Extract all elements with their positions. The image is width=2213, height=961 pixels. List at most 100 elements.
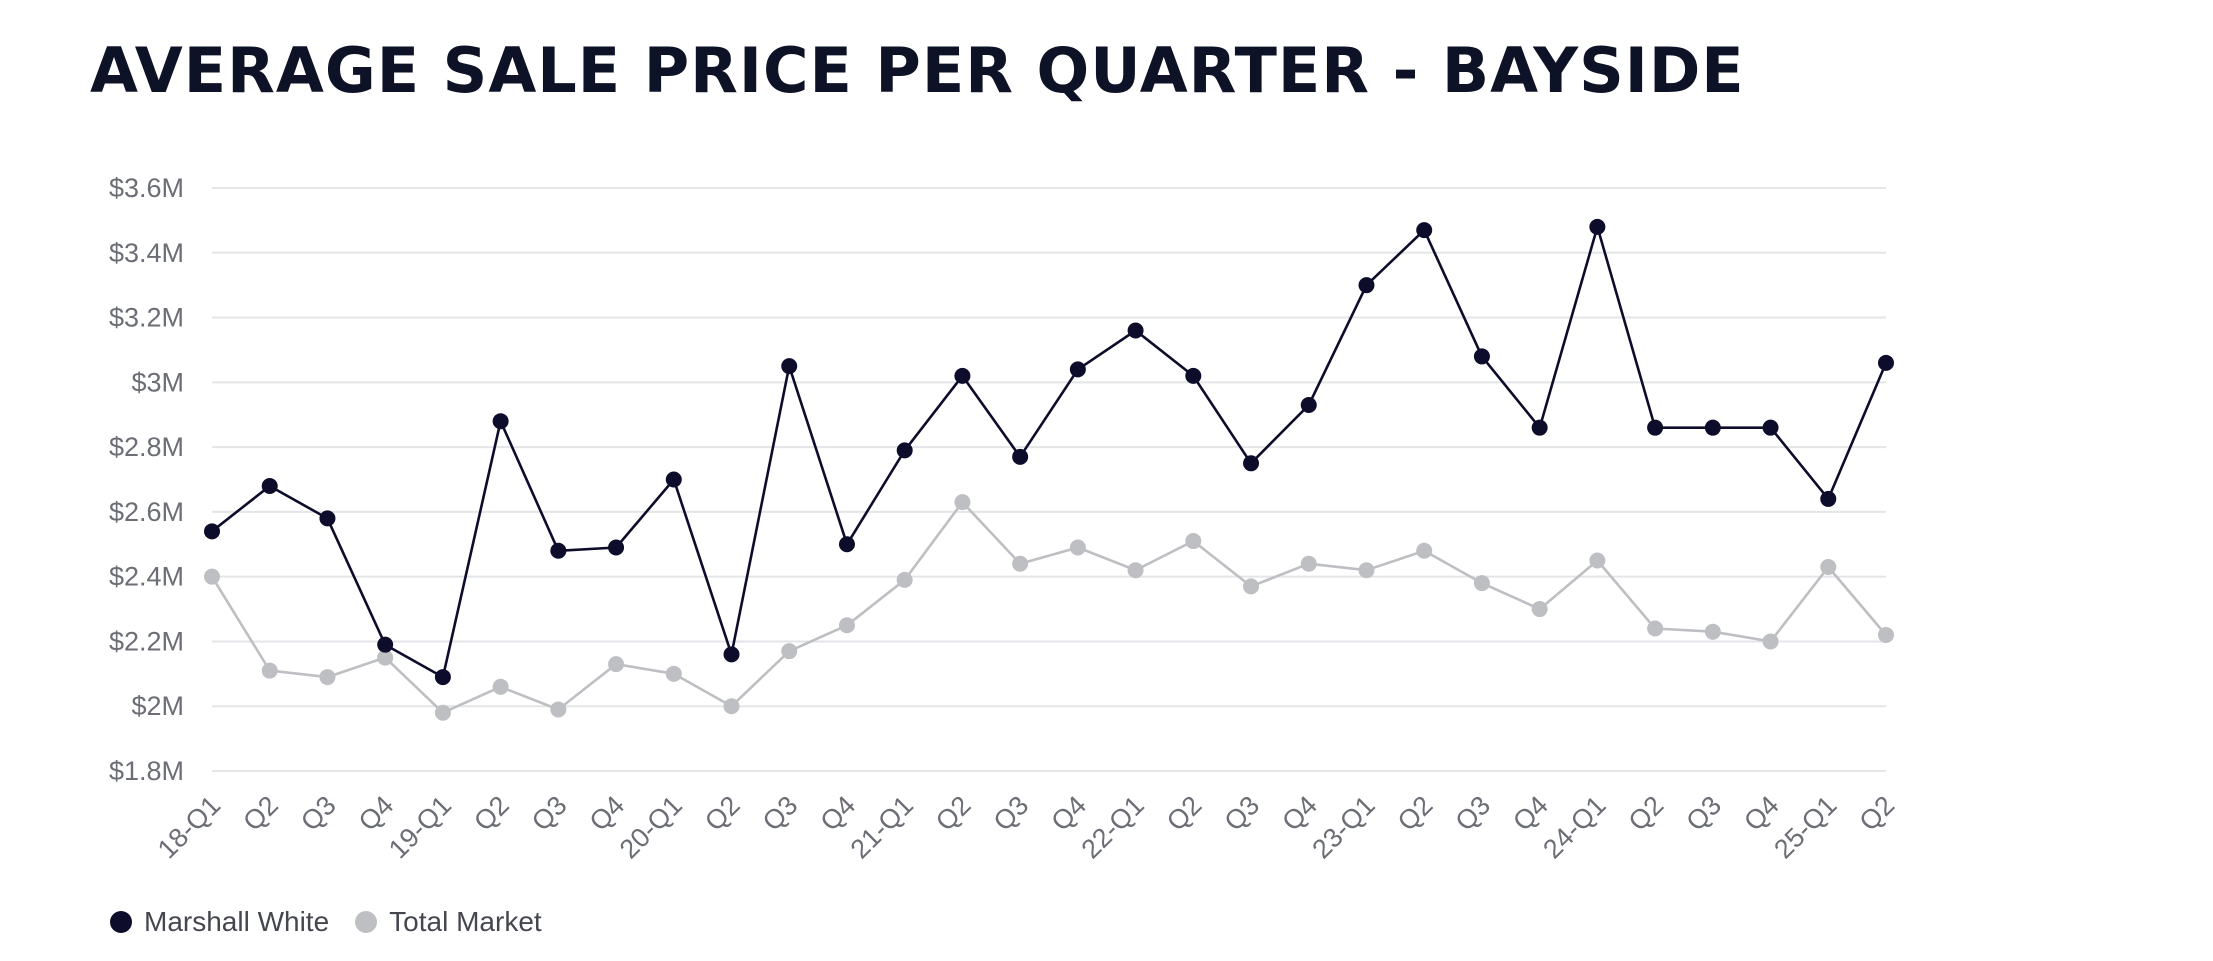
x-tick-label: Q2	[1623, 790, 1670, 837]
data-point	[781, 643, 798, 660]
series-line	[211, 225, 1888, 679]
x-tick-label: Q2	[468, 790, 515, 837]
data-point	[1762, 419, 1779, 436]
data-point	[550, 542, 567, 559]
x-tick-label: Q4	[1507, 790, 1554, 837]
x-tick-label: Q4	[1045, 790, 1092, 837]
data-point	[377, 636, 394, 653]
data-point	[1473, 575, 1490, 592]
x-tick-label: 21-Q1	[845, 790, 919, 864]
data-point	[1416, 542, 1433, 559]
data-point	[1127, 322, 1144, 339]
line-chart: $1.8M $2M $2.2M $2.4M $2.6M $2.8M $3M $3.2M $3.4…	[109, 173, 1900, 864]
data-point	[492, 413, 509, 430]
x-tick-label: Q3	[988, 790, 1035, 837]
series-line	[210, 500, 1887, 715]
data-point	[781, 358, 798, 375]
data-point	[1589, 218, 1606, 235]
x-tick-label: 20-Q1	[614, 790, 688, 864]
x-tick-label: Q2	[1161, 790, 1208, 837]
x-tick-label: Q4	[584, 790, 631, 837]
legend-item-series-0: Marshall White	[110, 906, 329, 938]
data-point	[896, 571, 913, 588]
data-point	[1185, 367, 1202, 384]
x-tick-label: 18-Q1	[152, 790, 226, 864]
gridlines	[212, 187, 1886, 772]
x-tick-label: Q3	[757, 790, 804, 837]
data-point	[434, 669, 451, 686]
data-point	[1069, 539, 1086, 556]
data-point	[1762, 633, 1779, 650]
y-tick-label: $2M	[131, 691, 184, 721]
data-point	[1531, 419, 1548, 436]
y-tick-label: $3.6M	[109, 173, 184, 203]
data-point	[608, 656, 625, 673]
data-point	[1820, 490, 1837, 507]
data-point	[1531, 601, 1548, 618]
data-point	[1358, 562, 1375, 579]
legend-item-series-1: Total Market	[355, 906, 542, 938]
data-point	[261, 662, 278, 679]
x-tick-label: Q2	[237, 790, 284, 837]
series-layer	[204, 218, 1894, 721]
y-tick-label: $2.8M	[109, 432, 184, 462]
data-point	[1647, 419, 1664, 436]
data-point	[1243, 455, 1260, 472]
data-point	[1012, 448, 1029, 465]
data-point	[434, 704, 451, 721]
data-point	[1358, 277, 1375, 294]
data-point	[838, 617, 855, 634]
data-point	[377, 649, 394, 666]
x-tick-label: Q3	[526, 790, 573, 837]
data-point	[1704, 623, 1721, 640]
x-tick-label: Q3	[1449, 790, 1496, 837]
data-point	[1300, 555, 1317, 572]
x-tick-label: Q3	[1219, 790, 1266, 837]
series-0	[204, 218, 1894, 686]
x-tick-label: Q4	[1738, 790, 1785, 837]
data-point	[608, 539, 625, 556]
x-tick-label: Q2	[930, 790, 977, 837]
data-point	[1647, 620, 1664, 637]
data-point	[261, 477, 278, 494]
data-point	[1127, 562, 1144, 579]
data-point	[896, 442, 913, 459]
data-point	[1878, 354, 1894, 371]
legend: Marshall White Total Market	[110, 906, 568, 938]
y-tick-label: $2.4M	[109, 562, 184, 592]
data-point	[550, 701, 567, 718]
data-point	[1820, 558, 1837, 575]
data-point	[204, 568, 220, 585]
y-tick-label: $2.6M	[109, 497, 184, 527]
data-point	[723, 698, 740, 715]
data-point	[1300, 397, 1317, 414]
data-point	[1704, 419, 1721, 436]
y-axis-ticks: $1.8M $2M $2.2M $2.4M $2.6M $2.8M $3M $3.2M $3.4…	[109, 173, 184, 786]
legend-label: Total Market	[389, 906, 542, 937]
x-tick-label: Q4	[815, 790, 862, 837]
x-tick-label: Q2	[1854, 790, 1901, 837]
data-point	[838, 536, 855, 553]
legend-marker-icon	[355, 911, 378, 933]
data-point	[319, 669, 336, 686]
x-tick-label: Q2	[699, 790, 746, 837]
x-tick-label: 25-Q1	[1768, 790, 1842, 864]
data-point	[665, 665, 682, 682]
data-point	[1416, 222, 1433, 239]
legend-marker-icon	[110, 911, 132, 933]
x-tick-label: Q4	[353, 790, 400, 837]
data-point	[204, 523, 220, 540]
data-point	[954, 494, 971, 511]
data-point	[319, 510, 336, 527]
series-1	[204, 494, 1894, 721]
data-point	[1878, 626, 1894, 643]
data-point	[954, 367, 971, 384]
y-tick-label: $3M	[131, 367, 184, 397]
y-tick-label: $1.8M	[109, 756, 184, 786]
x-tick-label: Q2	[1392, 790, 1439, 837]
data-point	[1069, 361, 1086, 378]
data-point	[1473, 348, 1490, 365]
data-point	[1243, 578, 1260, 595]
data-point	[1185, 533, 1202, 550]
